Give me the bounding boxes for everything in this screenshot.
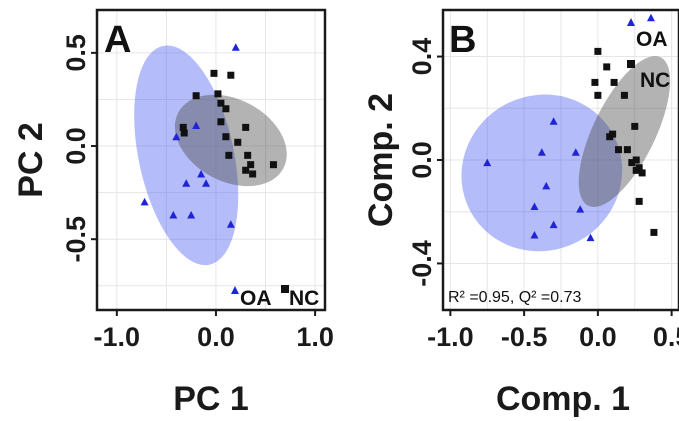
panel-b-plot-area bbox=[443, 10, 679, 310]
panel-a-ellipse-nc bbox=[174, 94, 287, 187]
panel-b-point-nc bbox=[635, 197, 643, 205]
panel-b-point-nc bbox=[591, 78, 599, 86]
panel-a-point-nc bbox=[227, 71, 235, 79]
panel-b-point-oa bbox=[646, 13, 655, 22]
panel-b-point-oa bbox=[571, 148, 580, 156]
panel-b-point-nc bbox=[650, 228, 658, 236]
panel-a-ellipse-oa bbox=[134, 45, 239, 266]
panel-a-point-nc bbox=[269, 161, 277, 169]
panel-b-point-oa bbox=[542, 181, 551, 190]
panel-a-point-nc bbox=[180, 129, 188, 137]
panel-b-ellipse-nc bbox=[578, 56, 671, 208]
panel-a-point-nc bbox=[234, 138, 242, 146]
panel-b-point-oa bbox=[537, 148, 546, 156]
panel-b-y-tick-label: 0.4 bbox=[407, 38, 437, 76]
panel-a: A PC 1 PC 2 OA NC bbox=[12, 8, 327, 418]
panel-a-point-nc bbox=[242, 123, 250, 131]
panel-a-x-tick-label: 1.0 bbox=[296, 322, 334, 352]
panel-a-x-tick-label: 0.0 bbox=[197, 322, 235, 352]
legend-nc-square-icon bbox=[627, 60, 635, 68]
panel-a-y-tick-label: 0.0 bbox=[61, 127, 91, 165]
panel-b-point-nc bbox=[638, 169, 646, 177]
panel-b-point-nc bbox=[632, 166, 640, 174]
panel-a-y-tick-label: -0.5 bbox=[61, 216, 91, 263]
panel-b-x-axis-label: Comp. 1 bbox=[496, 380, 630, 418]
panel-a-plot-area bbox=[97, 10, 325, 310]
panel-b-x-tick-label: -1.0 bbox=[427, 322, 474, 352]
panel-b-point-nc bbox=[594, 91, 602, 99]
panel-a-frame bbox=[95, 8, 327, 312]
panel-b: B Comp. 1 Comp. 2 OA NC R² =0.95, Q² =0.… bbox=[362, 8, 679, 418]
panel-a-point-oa bbox=[182, 179, 191, 187]
panel-b-point-nc bbox=[623, 146, 631, 154]
panel-a-legend-nc: NC bbox=[289, 287, 319, 310]
panel-a-y-axis-label: PC 2 bbox=[12, 122, 50, 198]
panel-a-point-oa bbox=[172, 132, 181, 141]
panel-b-legend-nc: NC bbox=[640, 69, 670, 92]
panel-a-point-oa bbox=[187, 210, 196, 219]
panel-a-point-nc bbox=[210, 69, 218, 77]
panel-a-point-nc bbox=[225, 151, 233, 159]
panel-a-point-oa bbox=[169, 210, 178, 219]
panel-b-point-oa bbox=[530, 231, 539, 239]
panel-a-point-nc bbox=[249, 170, 257, 178]
panel-a-point-nc bbox=[222, 105, 230, 113]
panel-b-point-nc bbox=[610, 78, 618, 86]
panel-a-legend-oa: OA bbox=[240, 287, 272, 310]
panel-b-point-nc bbox=[609, 130, 617, 138]
panel-a-legend: OA NC bbox=[231, 285, 319, 310]
panel-b-point-oa bbox=[586, 233, 595, 242]
panel-b-point-oa bbox=[530, 202, 539, 211]
panel-a-point-oa bbox=[226, 220, 235, 228]
panel-b-y-tick-label: 0.0 bbox=[407, 141, 437, 179]
panel-b-x-tick-label: 0.0 bbox=[579, 322, 617, 352]
panel-b-x-tick-label: 0.5 bbox=[653, 322, 679, 352]
panel-a-x-tick-label: -1.0 bbox=[94, 322, 141, 352]
panel-a-point-nc bbox=[242, 166, 250, 174]
panel-b-point-nc bbox=[620, 91, 628, 99]
panel-a-point-nc bbox=[244, 151, 252, 159]
panel-a-x-axis-label: PC 1 bbox=[173, 380, 249, 418]
panel-a-point-nc bbox=[217, 99, 225, 107]
panel-a-point-oa bbox=[192, 121, 201, 130]
panel-a-letter: A bbox=[104, 19, 131, 61]
panel-a-point-nc bbox=[192, 92, 200, 100]
panel-a-y-tick-label: 0.5 bbox=[61, 34, 91, 72]
panel-b-point-nc bbox=[603, 63, 611, 71]
panel-b-y-axis-label: Comp. 2 bbox=[362, 93, 400, 227]
panel-b-y-tick-label: -0.4 bbox=[407, 240, 437, 287]
panel-b-point-nc bbox=[632, 156, 640, 164]
legend-oa-triangle-icon bbox=[231, 286, 239, 294]
panel-b-x-tick-label: -0.5 bbox=[501, 322, 548, 352]
panel-b-letter: B bbox=[449, 19, 476, 61]
panel-b-point-oa bbox=[549, 220, 558, 229]
panel-b-point-nc bbox=[594, 47, 602, 55]
panel-b-point-oa bbox=[576, 205, 585, 213]
panel-b-point-oa bbox=[549, 117, 558, 125]
panel-a-point-oa bbox=[231, 43, 240, 51]
panel-a-point-nc bbox=[247, 161, 255, 169]
panel-a-point-nc bbox=[222, 133, 230, 141]
panel-b-point-nc bbox=[628, 159, 636, 167]
panel-a-point-oa bbox=[140, 197, 149, 206]
panel-a-point-nc bbox=[214, 90, 222, 98]
panel-b-fit-statistics: R² =0.95, Q² =0.73 bbox=[448, 289, 582, 306]
legend-oa-triangle-icon bbox=[627, 18, 635, 26]
panel-a-point-oa bbox=[202, 179, 211, 187]
panel-b-legend: OA NC bbox=[627, 18, 670, 92]
panel-a-point-oa bbox=[197, 169, 206, 178]
panel-b-point-nc bbox=[631, 122, 639, 130]
legend-nc-square-icon bbox=[281, 285, 289, 293]
panel-a-point-nc bbox=[217, 118, 225, 126]
panel-b-point-nc bbox=[615, 146, 623, 154]
panel-b-point-oa bbox=[483, 158, 492, 167]
panel-a-point-nc bbox=[179, 123, 187, 131]
panel-b-legend-oa: OA bbox=[636, 28, 668, 51]
